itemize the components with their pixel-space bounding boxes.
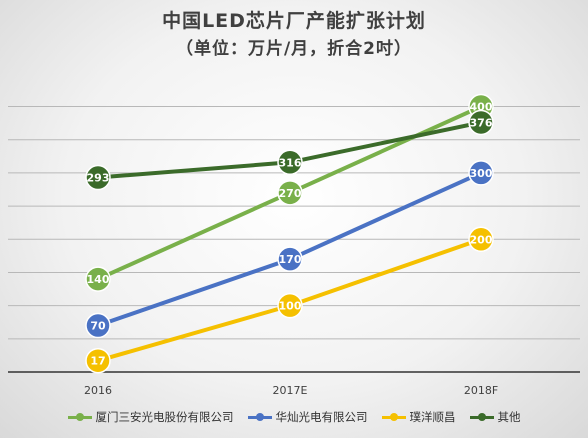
chart-subtitle: （单位：万片/月，折合2吋） bbox=[175, 39, 413, 59]
data-label: 170 bbox=[279, 253, 302, 266]
data-point bbox=[85, 266, 111, 292]
legend-item: 璞洋顺昌 bbox=[381, 409, 456, 425]
data-label: 316 bbox=[279, 156, 302, 169]
legend-swatch bbox=[381, 413, 406, 421]
data-point bbox=[468, 226, 494, 253]
data-label: 70 bbox=[90, 320, 106, 333]
data-label: 100 bbox=[279, 300, 302, 313]
legend-item: 厦门三安光电股份有限公司 bbox=[67, 409, 234, 425]
x-tick-label: 2017E bbox=[273, 384, 308, 397]
data-point bbox=[277, 180, 303, 206]
legend-label: 厦门三安光电股份有限公司 bbox=[95, 410, 234, 424]
data-point bbox=[85, 312, 111, 339]
data-point bbox=[277, 149, 303, 176]
chart-legend: 厦门三安光电股份有限公司 华灿光电有限公司 璞洋顺昌 其他 bbox=[0, 404, 588, 430]
data-label: 200 bbox=[470, 233, 493, 246]
data-point bbox=[277, 246, 303, 272]
data-point bbox=[85, 347, 111, 374]
data-label: 293 bbox=[87, 172, 110, 185]
data-point bbox=[85, 164, 111, 191]
legend-label: 华灿光电有限公司 bbox=[275, 410, 368, 424]
data-point bbox=[468, 160, 494, 186]
data-label: 400 bbox=[470, 101, 493, 114]
data-label: 17 bbox=[90, 355, 105, 368]
x-tick-label: 2018F bbox=[464, 384, 498, 397]
data-point bbox=[468, 109, 494, 136]
legend-item: 其他 bbox=[469, 409, 521, 425]
legend-label: 其他 bbox=[497, 410, 521, 424]
legend-label: 璞洋顺昌 bbox=[409, 410, 456, 424]
data-label: 140 bbox=[87, 273, 110, 286]
legend-swatch bbox=[247, 413, 272, 421]
legend-item: 华灿光电有限公司 bbox=[247, 409, 368, 425]
legend-swatch bbox=[67, 413, 92, 421]
data-label: 270 bbox=[279, 187, 302, 200]
data-label: 300 bbox=[470, 167, 493, 180]
legend-swatch bbox=[469, 413, 494, 421]
data-label: 376 bbox=[470, 116, 493, 129]
data-point bbox=[277, 292, 303, 319]
chart-title: 中国LED芯片厂产能扩张计划 bbox=[162, 10, 426, 32]
x-tick-label: 2016 bbox=[84, 384, 112, 397]
